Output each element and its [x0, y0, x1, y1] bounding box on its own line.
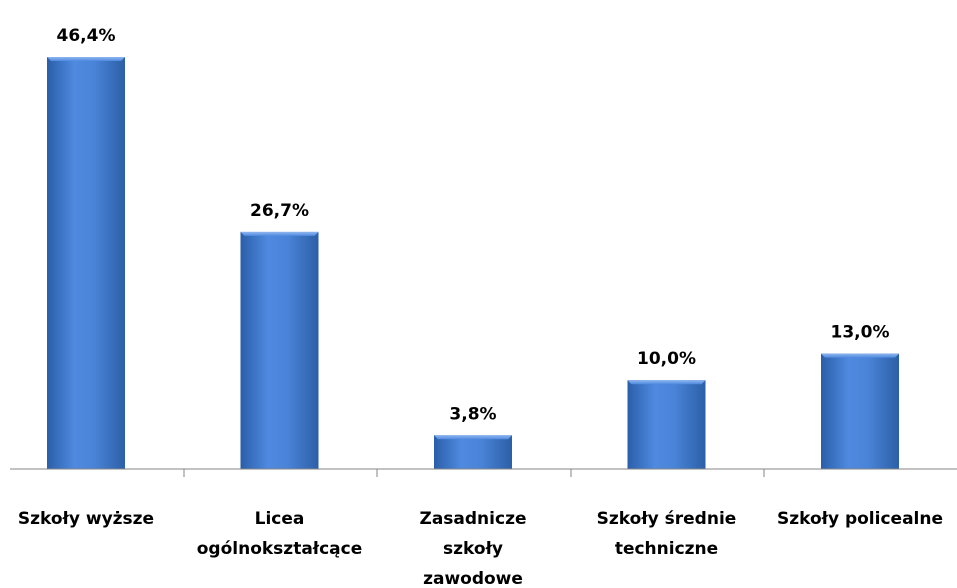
category-label-line: Licea [255, 509, 305, 529]
category-label-line: ogólnokształcące [197, 539, 363, 559]
bars-layer [47, 57, 899, 469]
bar [821, 353, 899, 469]
labels-layer: 46,4% Szkoły wyższe 26,7% Licea ogólnokształ… [18, 26, 943, 588]
category-label-line: szkoły [443, 539, 503, 559]
bar-cap [47, 57, 125, 61]
category-label-line: techniczne [615, 539, 718, 559]
data-label: 10,0% [637, 349, 696, 369]
bar-body [821, 353, 899, 469]
category-label: Szkoły policealne [777, 509, 943, 529]
bar [434, 435, 512, 469]
data-label: 3,8% [449, 404, 496, 424]
category-label-line: Szkoły wyższe [18, 509, 154, 529]
category-label-line: zawodowe [423, 569, 523, 588]
bar [47, 57, 125, 469]
data-label: 13,0% [831, 323, 890, 343]
bar-body [434, 435, 512, 469]
bar [627, 380, 706, 469]
bar-cap [240, 231, 319, 236]
category-label-line: Szkoły policealne [777, 509, 943, 529]
category-label: Licea ogólnokształcące [197, 509, 363, 559]
category-label: Szkoły wyższe [18, 509, 154, 529]
category-label-line: Szkoły średnie [597, 509, 737, 529]
category-label: Zasadnicze szkoły zawodowe [420, 509, 527, 588]
data-label: 26,7% [250, 201, 309, 221]
category-label-line: Zasadnicze [420, 509, 527, 529]
bar [240, 231, 319, 469]
bar-cap [627, 380, 706, 385]
data-label: 46,4% [57, 26, 116, 46]
bar-body [47, 57, 125, 469]
bar-cap [821, 353, 899, 358]
bar-cap [434, 435, 512, 440]
bar-body [240, 231, 319, 469]
category-label: Szkoły średnie techniczne [597, 509, 737, 559]
x-axis [10, 468, 957, 477]
bar-body [627, 380, 706, 469]
